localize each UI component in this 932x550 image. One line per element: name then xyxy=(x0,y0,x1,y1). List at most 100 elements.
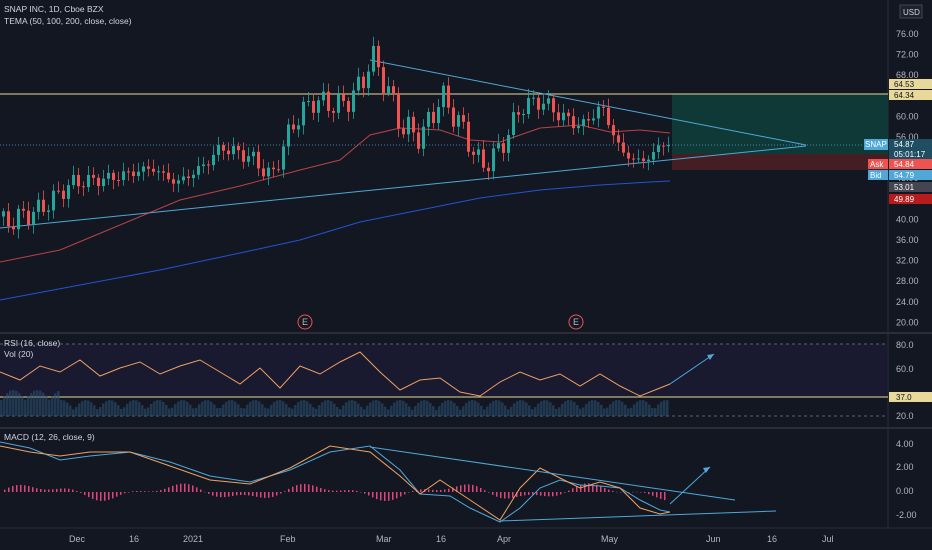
macd-arrow[interactable] xyxy=(669,466,711,505)
candle-body xyxy=(662,145,665,147)
volume-bar xyxy=(522,400,525,416)
volume-bar xyxy=(3,396,6,416)
volume-bar xyxy=(258,401,261,416)
volume-bar xyxy=(432,406,435,416)
svg-text:64.53: 64.53 xyxy=(894,80,915,89)
macd-hist-bar xyxy=(464,484,466,492)
stop-zone[interactable] xyxy=(672,154,888,170)
volume-bar xyxy=(57,390,60,416)
macd-hist-bar xyxy=(628,492,630,493)
macd-hist-bar xyxy=(164,488,166,492)
volume-bar xyxy=(312,407,315,416)
volume-bar xyxy=(354,401,357,416)
candle-body xyxy=(502,143,505,153)
macd-hist-bar xyxy=(8,487,10,492)
volume-bar xyxy=(135,400,138,416)
candle-body xyxy=(652,151,655,160)
volume-bar xyxy=(465,403,468,416)
macd-hist-bar xyxy=(48,489,50,492)
macd-hist-bar xyxy=(364,492,366,494)
volume-bar xyxy=(219,408,222,416)
macd-hist-bar xyxy=(432,489,434,492)
macd-hist-bar xyxy=(632,491,634,493)
volume-bar xyxy=(183,400,186,416)
volume-bar xyxy=(588,401,591,416)
macd-hist-bar xyxy=(348,490,350,492)
candle-body xyxy=(327,91,330,111)
volume-bar xyxy=(27,396,30,416)
macd-hist-bar xyxy=(124,492,126,494)
candlestick-series xyxy=(2,36,670,239)
time-axis[interactable]: Dec 16 2021 Feb Mar 16 Apr May Jun 16 Ju… xyxy=(69,534,834,544)
volume-bar xyxy=(600,404,603,416)
macd-hist-bar xyxy=(380,492,382,501)
indicator-title: TEMA (50, 100, 200, close, close) xyxy=(4,16,132,26)
candle-body xyxy=(457,115,460,127)
macd-upper-trendline[interactable] xyxy=(369,446,736,501)
candle-body xyxy=(522,114,525,116)
candle-body xyxy=(402,128,405,135)
macd-hist-bar xyxy=(236,492,238,496)
svg-text:16: 16 xyxy=(767,534,777,544)
currency-badge[interactable]: USD xyxy=(899,4,923,19)
macd-hist-bar xyxy=(420,489,422,492)
earnings-marker[interactable]: E xyxy=(297,314,313,330)
volume-bar xyxy=(480,405,483,416)
volume-bar xyxy=(648,404,651,416)
volume-bar xyxy=(315,408,318,416)
macd-hist-bar xyxy=(448,488,450,492)
macd-hist-bar xyxy=(340,490,342,492)
macd-hist-bar xyxy=(192,485,194,492)
vol-title: Vol (20) xyxy=(4,349,33,359)
macd-hist-bar xyxy=(284,491,286,492)
volume-bar xyxy=(267,408,270,416)
candle-body xyxy=(77,174,80,187)
svg-text:64.34: 64.34 xyxy=(894,91,915,100)
price-tick: 68.00 xyxy=(896,70,919,80)
macd-hist-bar xyxy=(436,490,438,492)
volume-bar xyxy=(594,400,597,416)
candle-body xyxy=(282,146,285,170)
candle-body xyxy=(452,107,455,127)
volume-bar xyxy=(153,401,156,416)
volume-bar xyxy=(249,401,252,416)
volume-bar xyxy=(501,402,504,416)
macd-hist-bar xyxy=(196,487,198,492)
rsi-arrow[interactable] xyxy=(669,353,715,385)
volume-bar xyxy=(651,408,654,416)
volume-bar xyxy=(159,400,162,416)
volume-bar xyxy=(108,400,111,416)
candle-body xyxy=(137,171,140,177)
candle-body xyxy=(447,85,450,108)
volume-bar xyxy=(255,400,258,416)
upper-trendline[interactable] xyxy=(369,59,807,146)
candle-body xyxy=(602,106,605,108)
macd-hist-bar xyxy=(384,492,386,501)
volume-bar xyxy=(531,409,534,416)
candle-body xyxy=(577,126,580,129)
volume-bar xyxy=(156,400,159,416)
svg-text:Mar: Mar xyxy=(376,534,392,544)
volume-bar xyxy=(45,395,48,416)
macd-lower-trendline[interactable] xyxy=(499,510,777,522)
volume-bar xyxy=(171,407,174,416)
volume-bar xyxy=(390,405,393,416)
candle-body xyxy=(17,208,20,230)
volume-bars xyxy=(0,390,669,416)
volume-bar xyxy=(441,402,444,416)
candle-body xyxy=(657,145,660,152)
macd-hist-bar xyxy=(16,485,18,492)
candle-body xyxy=(192,174,195,179)
volume-bar xyxy=(102,403,105,416)
volume-bar xyxy=(186,401,189,416)
macd-hist-bar xyxy=(312,485,314,492)
candle-body xyxy=(597,106,600,119)
macd-hist-bar xyxy=(144,491,146,492)
macd-hist-bar xyxy=(172,485,174,492)
lower-trendline[interactable] xyxy=(0,145,807,229)
volume-bar xyxy=(243,408,246,416)
volume-bar xyxy=(198,404,201,416)
earnings-marker[interactable]: E xyxy=(568,314,584,330)
target-zone[interactable] xyxy=(672,94,888,154)
